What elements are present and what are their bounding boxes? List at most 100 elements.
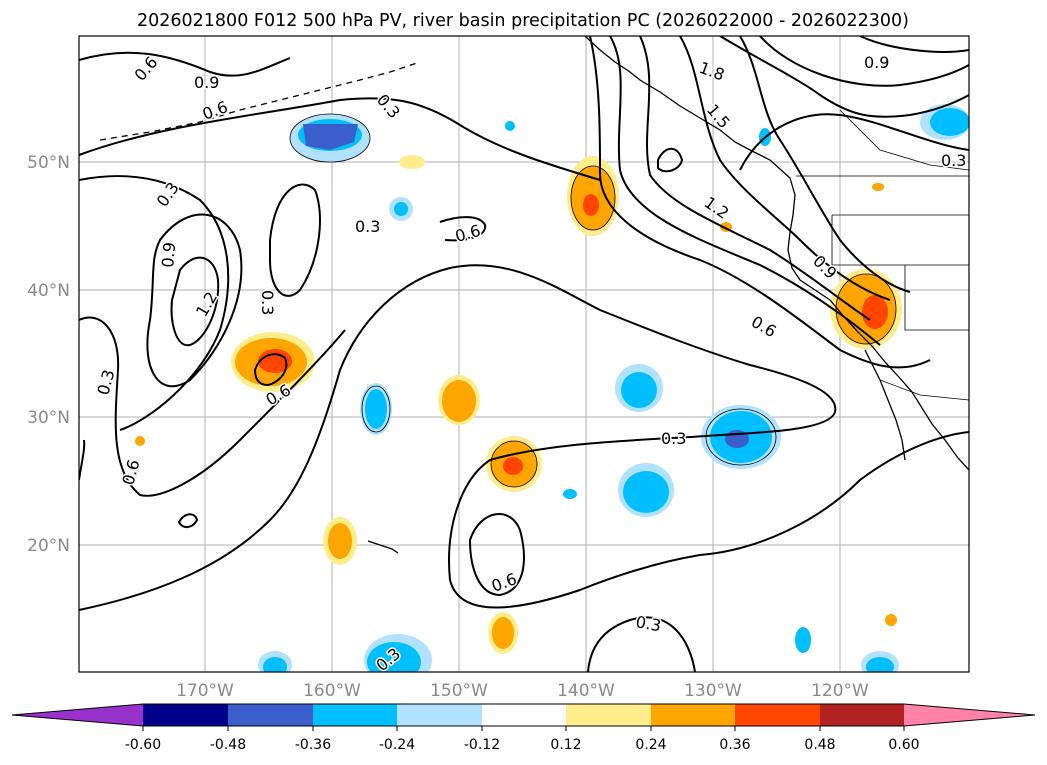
- pv-contour: [739, 113, 969, 171]
- colorbar-tick-label: 0.48: [804, 737, 835, 753]
- coastline-aleutians: [99, 61, 421, 141]
- pv-contour: [79, 439, 86, 481]
- lon-label: 140°W: [557, 681, 615, 701]
- precip-area: [872, 183, 884, 191]
- colorbar-segment: [651, 704, 735, 726]
- lat-label: 20°N: [27, 536, 70, 556]
- pv-contour: [759, 36, 969, 87]
- precip-area: [866, 657, 894, 672]
- colorbar-tick-label: 0.12: [550, 737, 581, 753]
- lat-label: 50°N: [27, 153, 70, 173]
- lon-label: 130°W: [684, 681, 742, 701]
- precip-outline: [835, 273, 897, 345]
- precip-area: [442, 380, 476, 422]
- province-border: [839, 109, 969, 171]
- contour-label: 0.9: [158, 241, 179, 268]
- colorbar-ticks: [142, 726, 905, 731]
- colorbar-tick-label: 0.60: [888, 737, 919, 753]
- colorbar-tick-label: -0.24: [379, 737, 415, 753]
- longitude-labels: 170°W 160°W 150°W 140°W 130°W 120°W: [176, 681, 869, 701]
- colorbar-tick-label: -0.12: [464, 737, 500, 753]
- colorbar-tick-label: -0.60: [125, 737, 161, 753]
- contour-label: 0.3: [355, 217, 380, 236]
- pv-contour: [79, 316, 346, 497]
- precip-outline: [289, 113, 371, 163]
- border-us-mexico: [879, 379, 969, 401]
- colorbar-tick-label: -0.48: [210, 737, 246, 753]
- coastlines: [99, 36, 969, 554]
- colorbar-segment: [313, 704, 397, 726]
- colorbar-tick-label: 0.24: [635, 737, 666, 753]
- lon-label: 170°W: [176, 681, 234, 701]
- pv-contour: [859, 36, 969, 53]
- precip-area: [623, 471, 669, 513]
- map-frame: [78, 35, 970, 673]
- precip-area: [135, 436, 145, 446]
- precip-area: [328, 523, 352, 559]
- contour-label: 0.9: [194, 73, 219, 92]
- state-borders: [831, 214, 969, 331]
- pv-contour: [587, 616, 696, 672]
- precip-outline: [570, 165, 616, 231]
- pv-contour: [177, 513, 199, 528]
- lat-label: 30°N: [27, 408, 70, 428]
- precip-area: [885, 614, 897, 626]
- colorbar-segment: [397, 704, 482, 726]
- lat-label: 40°N: [27, 281, 70, 301]
- pv-contour: [719, 36, 969, 118]
- precip-area: [563, 489, 577, 499]
- coastline-hawaii: [367, 540, 399, 554]
- pv-contours: [79, 36, 969, 672]
- colorbar-tick-label: -0.36: [295, 737, 331, 753]
- map-panel: 0.6 0.9 0.6 0.3 0.3 0.9 1.2 0.3 0.3 0.6 …: [78, 35, 970, 673]
- colorbar-segment: [735, 704, 820, 726]
- precip-area: [795, 627, 811, 653]
- precip-area: [399, 155, 425, 169]
- colorbar-segment: [143, 704, 228, 726]
- map-title: 2026021800 F012 500 hPa PV, river basin …: [137, 11, 909, 31]
- lon-label: 150°W: [430, 681, 488, 701]
- contour-label: 0.3: [941, 151, 966, 170]
- colorbar-segment: [820, 704, 904, 726]
- coastline: [584, 36, 969, 471]
- pv-contour: [79, 175, 230, 431]
- colorbar-segment: [566, 704, 651, 726]
- precip-outline: [705, 408, 777, 466]
- colorbar-extend-left: [12, 704, 143, 726]
- pv-contour: [170, 256, 220, 347]
- precip-area: [583, 194, 599, 216]
- contour-label: 0.9: [864, 53, 889, 72]
- colorbar-segment: [482, 704, 566, 726]
- precip-area: [862, 295, 888, 329]
- pv-contour: [739, 36, 911, 293]
- precip-area: [621, 372, 657, 408]
- pv-contour: [79, 51, 291, 77]
- lon-label: 160°W: [303, 681, 361, 701]
- colorbar-extend-right: [904, 704, 1035, 726]
- contour-label: 0.3: [661, 429, 686, 448]
- borders: [796, 109, 969, 401]
- colorbar-segment: [228, 704, 313, 726]
- pv-contour: [468, 513, 525, 597]
- precip-shading: [135, 104, 969, 672]
- precip-outline: [490, 440, 538, 488]
- precip-area: [303, 124, 358, 150]
- contour-label: 0.3: [258, 290, 277, 315]
- latitude-labels: 50°N 40°N 30°N 20°N: [27, 153, 70, 556]
- pv-contour: [609, 36, 881, 346]
- pv-contour: [439, 216, 487, 242]
- precip-outline: [361, 385, 391, 433]
- pv-contour: [679, 36, 891, 301]
- pv-contour: [79, 264, 969, 611]
- pv-contour: [253, 353, 288, 387]
- lon-label: 120°W: [811, 681, 869, 701]
- precip-outlines: [289, 113, 897, 488]
- pv-contour: [589, 36, 931, 369]
- pv-contour: [146, 213, 243, 388]
- colorbar-tick-label: 0.36: [719, 737, 750, 753]
- coastline-baja: [864, 349, 906, 461]
- precip-area: [492, 617, 514, 649]
- colorbar: -0.60 -0.48 -0.36 -0.24 -0.12 0.12 0.24 …: [11, 703, 1036, 753]
- pv-contour: [657, 147, 684, 173]
